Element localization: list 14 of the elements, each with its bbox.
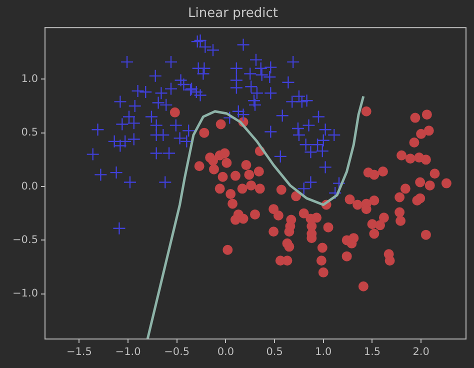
x-tick-label: −1.0 [115,346,141,358]
x-tick-label: 2.0 [412,346,430,358]
x-tick-label: 1.5 [364,346,381,358]
y-tick-label: 0.0 [21,180,38,192]
y-tick-label: 1.0 [21,72,38,85]
y-tick-label: 0.5 [21,126,38,139]
y-tick-label: −0.5 [12,234,38,246]
x-tick-label: 0.0 [217,346,234,358]
x-tick-label: 0.5 [266,346,283,358]
y-tick-label: −1.0 [12,288,38,300]
chart-title: Linear predict [188,6,278,22]
x-tick-label: 1.0 [315,346,332,358]
x-tick-label: −1.5 [66,346,92,358]
x-tick-label: −0.5 [164,346,190,358]
